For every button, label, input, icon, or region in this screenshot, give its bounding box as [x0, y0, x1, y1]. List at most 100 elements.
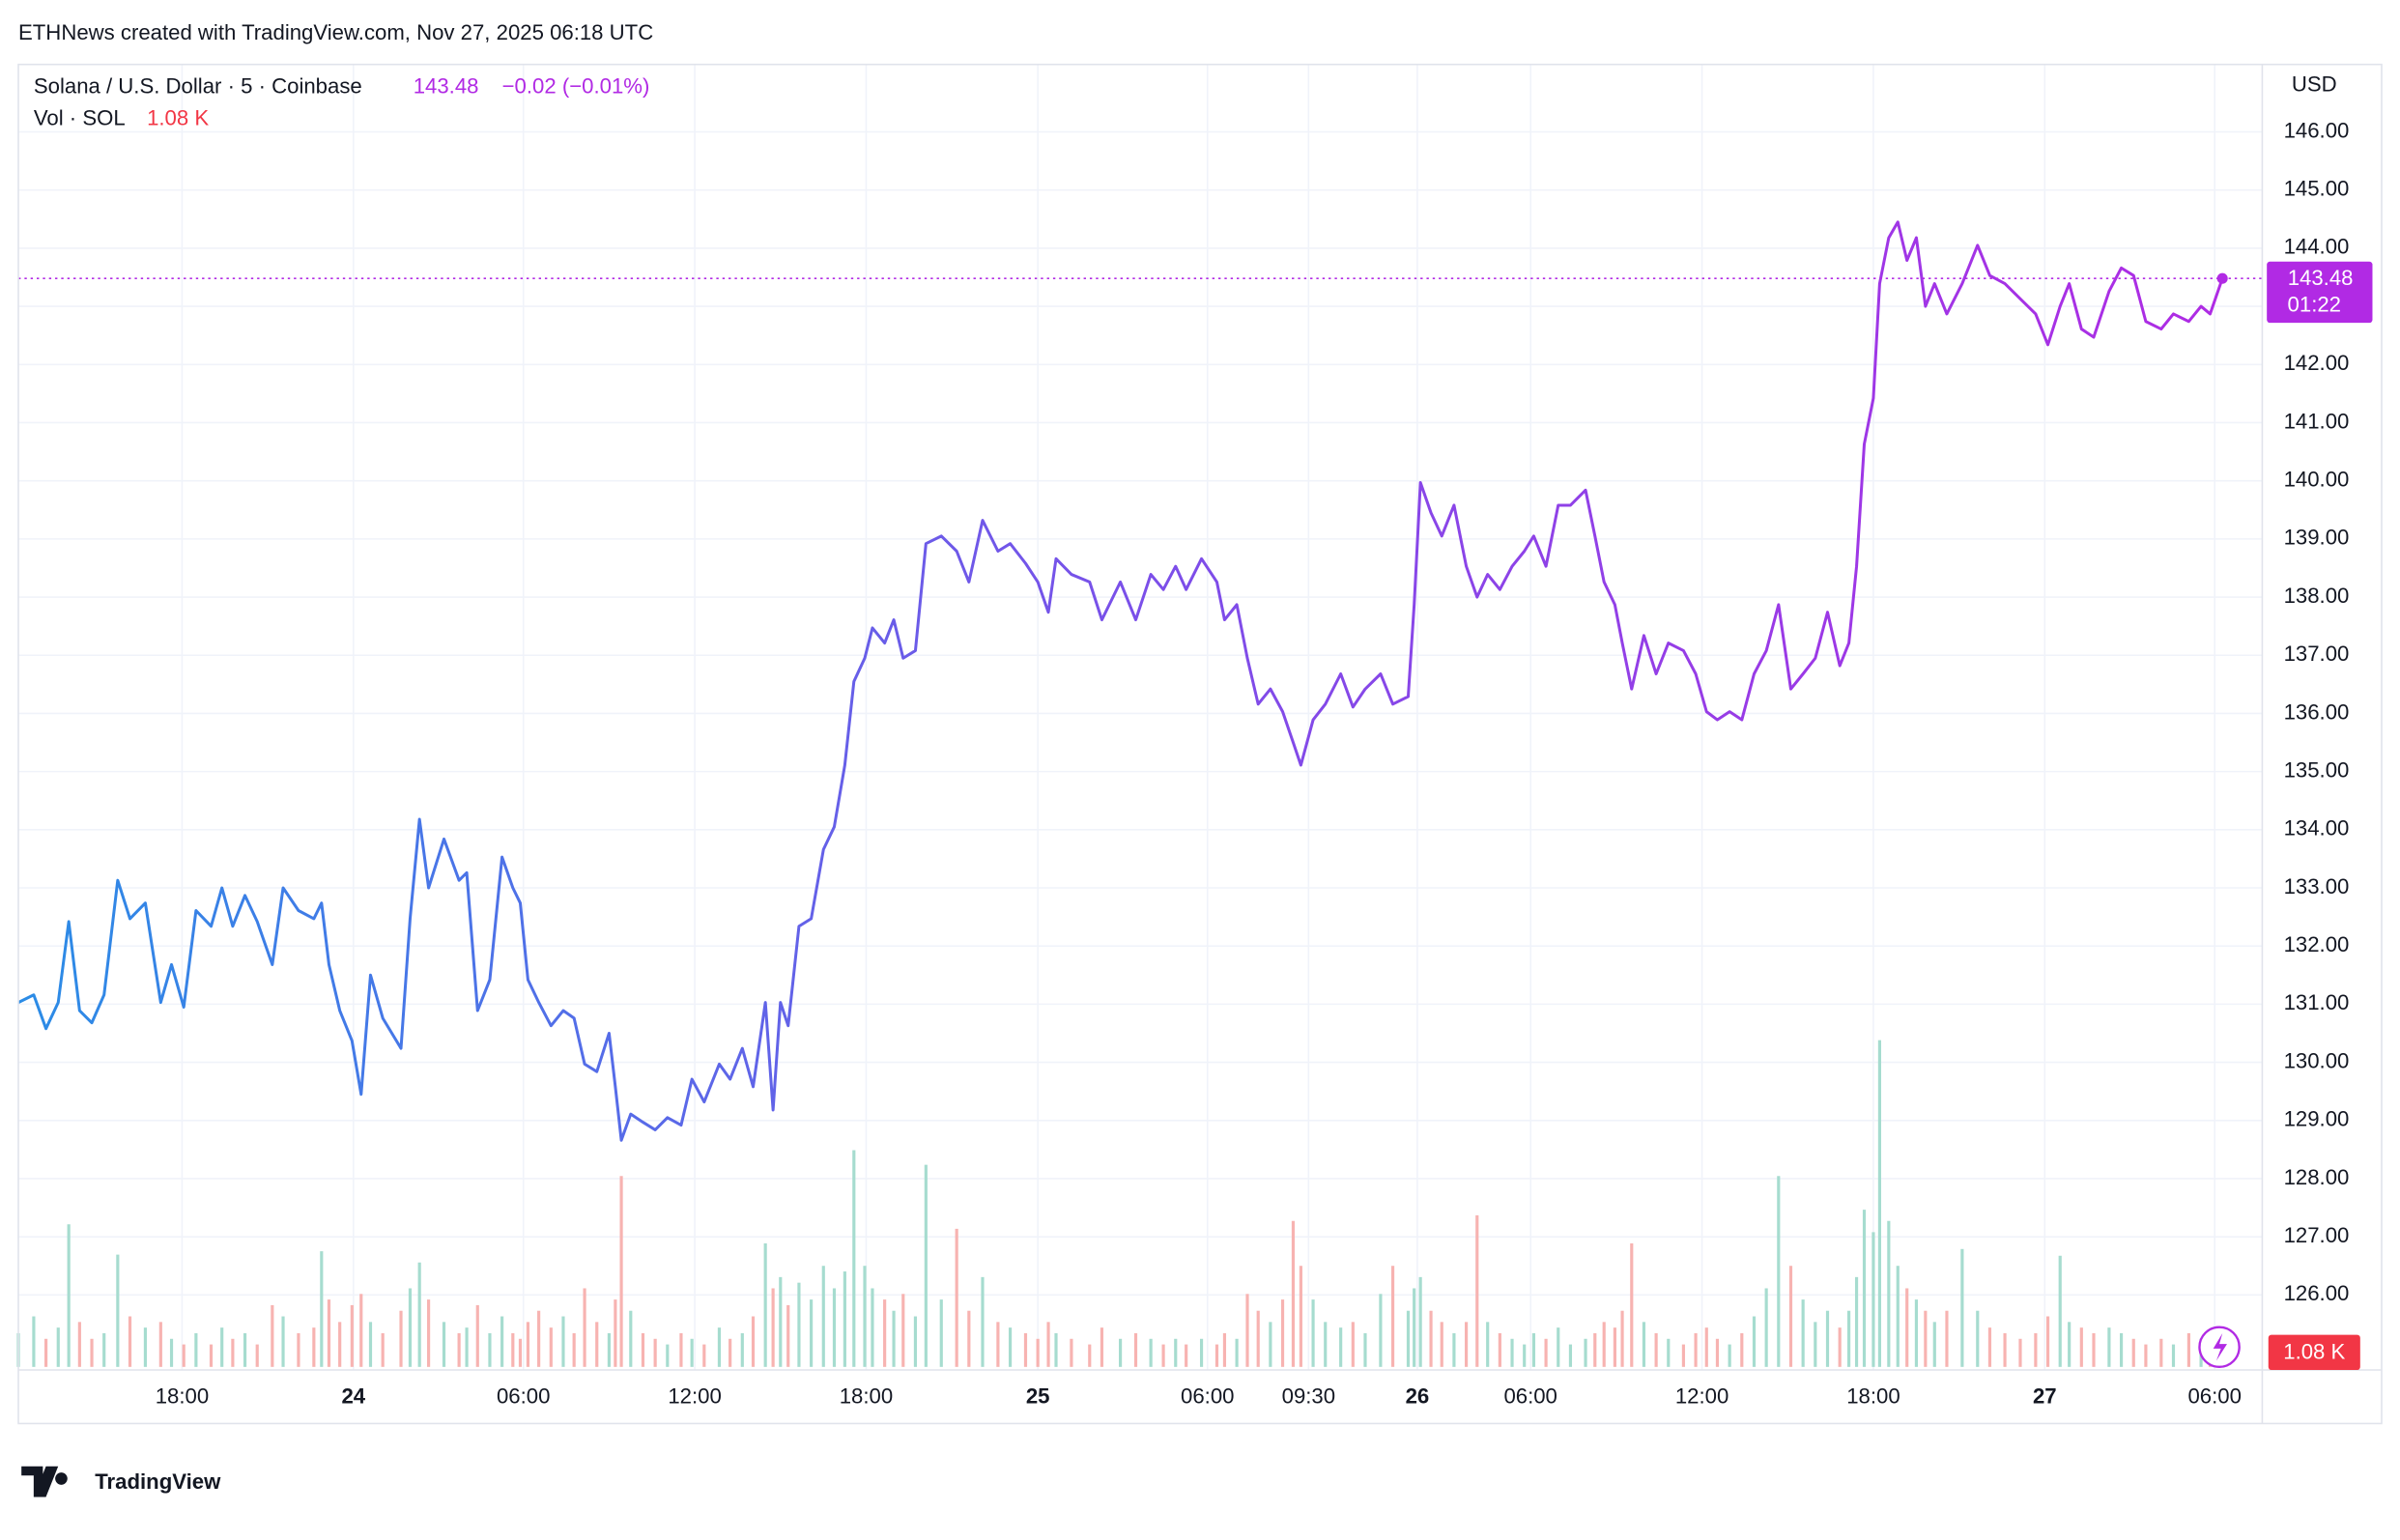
volume-bar [1023, 1332, 1028, 1367]
volume-bar [832, 1288, 837, 1367]
volume-bar [939, 1299, 943, 1367]
volume-bar [209, 1344, 214, 1367]
volume-bar [44, 1338, 48, 1367]
volume-bar [653, 1338, 657, 1367]
volume-bar [679, 1332, 683, 1367]
x-tick-label: 12:00 [1675, 1383, 1729, 1408]
volume-bar [194, 1332, 198, 1367]
volume-bar [1557, 1327, 1560, 1367]
x-tick-label: 09:30 [1282, 1383, 1335, 1408]
volume-bar [690, 1338, 694, 1367]
volume-bar [2144, 1344, 2148, 1367]
volume-bar [2018, 1338, 2022, 1367]
volume-bar [537, 1310, 541, 1367]
volume-bar [1877, 1040, 1882, 1367]
volume-bar [399, 1310, 403, 1367]
volume-bar [2119, 1332, 2124, 1367]
x-tick-label: 18:00 [840, 1383, 893, 1408]
volume-bar [359, 1294, 363, 1367]
y-tick-label: 136.00 [2284, 699, 2350, 724]
volume-bar [572, 1332, 576, 1367]
volume-bar [666, 1344, 670, 1367]
volume-bar [1119, 1338, 1123, 1367]
volume-bar [1715, 1338, 1720, 1367]
volume-bar [2058, 1255, 2062, 1367]
volume-bar [1280, 1299, 1285, 1367]
volume-bar [1465, 1322, 1469, 1367]
y-tick-label: 131.00 [2284, 990, 2350, 1014]
volume-bar [281, 1316, 285, 1367]
brand: TradingView [95, 1469, 221, 1494]
volume-bar [143, 1327, 148, 1367]
volume-bar [1351, 1322, 1355, 1367]
volume-bar [852, 1150, 856, 1367]
volume-bar [797, 1282, 801, 1367]
volume-bar [1324, 1322, 1328, 1367]
volume-bar [1149, 1338, 1153, 1367]
y-tick-label: 130.00 [2284, 1048, 2350, 1072]
volume-bar [77, 1322, 81, 1367]
volume-bar [1945, 1310, 1949, 1367]
volume-bar [1654, 1332, 1658, 1367]
volume-bar [1486, 1322, 1490, 1367]
volume-bar [1363, 1332, 1367, 1367]
volume-bar [763, 1242, 767, 1367]
volume-bar [996, 1322, 1000, 1367]
volume-bar [871, 1288, 874, 1367]
volume-bar [1914, 1299, 1919, 1367]
volume-bar [67, 1224, 71, 1367]
volume-bar [1630, 1242, 1634, 1367]
volume-bar [1214, 1344, 1219, 1367]
volume-bar [771, 1288, 775, 1367]
volume-bar [1379, 1294, 1383, 1367]
price-tag [2267, 261, 2373, 324]
volume-bar [751, 1316, 756, 1367]
volume-bar [1642, 1322, 1646, 1367]
volume-bar [1291, 1220, 1296, 1367]
volume-bar [2159, 1338, 2163, 1367]
price-line [17, 220, 2224, 1142]
volume-bar [1568, 1344, 1573, 1367]
volume-bar [271, 1304, 274, 1367]
x-tick-label: 25 [1026, 1383, 1050, 1408]
volume-bar [810, 1299, 814, 1367]
volume-bar [913, 1316, 918, 1367]
volume-bar [1452, 1332, 1456, 1367]
volume-bar [427, 1299, 431, 1367]
y-tick-label: 140.00 [2284, 468, 2350, 492]
volume-bar [1694, 1332, 1698, 1367]
countdown-label: 01:22 [2288, 293, 2341, 317]
volume-bar [1070, 1338, 1073, 1367]
volume-bar [641, 1332, 645, 1367]
y-tick-label: 146.00 [2284, 118, 2350, 142]
chart-frame [17, 63, 2383, 1425]
volume-bar [1429, 1310, 1433, 1367]
volume-bar [457, 1332, 461, 1367]
volume-bar [1531, 1332, 1536, 1367]
volume-bar [1593, 1332, 1597, 1367]
volume-bar [717, 1327, 722, 1367]
volume-bar [1932, 1322, 1936, 1367]
caption: ETHNews created with TradingView.com, No… [18, 20, 653, 44]
volume-bar [821, 1266, 825, 1367]
volume-bar [1199, 1338, 1204, 1367]
volume-bar [1862, 1210, 1867, 1367]
volume-bar [2068, 1322, 2071, 1367]
y-tick-label: 135.00 [2284, 757, 2350, 782]
x-tick-label: 18:00 [1846, 1383, 1900, 1408]
volume-bar [1299, 1266, 1302, 1367]
volume-bar [255, 1344, 259, 1367]
volume-bar [981, 1276, 985, 1367]
volume-bar [1440, 1322, 1443, 1367]
volume-bar [1847, 1310, 1851, 1367]
volume-bar [1896, 1266, 1900, 1367]
last-point [2216, 272, 2228, 284]
volume-bars [16, 1040, 2224, 1367]
x-tick-label: 06:00 [2187, 1383, 2241, 1408]
volume-bar [1584, 1338, 1587, 1367]
y-tick-label: 128.00 [2284, 1165, 2350, 1189]
volume-bar [883, 1299, 887, 1367]
volume-bar [2092, 1332, 2096, 1367]
x-tick-label: 18:00 [156, 1383, 209, 1408]
